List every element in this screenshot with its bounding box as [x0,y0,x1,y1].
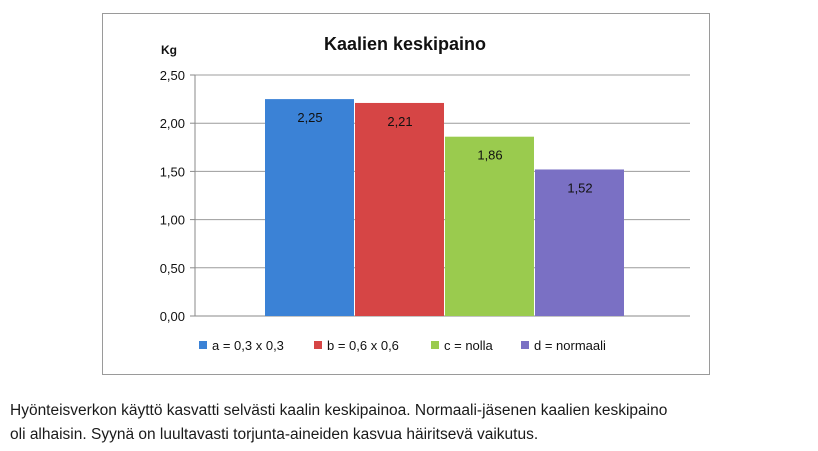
chart-frame: Kaalien keskipaino Kg 0,00 0,50 1,00 1,50 2,… [102,13,710,375]
bar-value-label: 1,86 [477,148,502,163]
caption: Hyönteisverkon käyttö kasvatti selvästi … [10,399,810,447]
y-tick-label: 1,00 [160,213,185,228]
y-tick-label: 2,50 [160,68,185,83]
bar-value-label: 2,21 [387,114,412,129]
caption-line-2: oli alhaisin. Syynä on luultavasti torju… [10,426,539,443]
y-tick-label: 2,00 [160,116,185,131]
bar-chart: Kaalien keskipaino Kg 0,00 0,50 1,00 1,50 2,… [160,34,690,353]
chart-title: Kaalien keskipaino [324,34,486,54]
legend-label: a = 0,3 x 0,3 [212,338,284,353]
legend-swatch [314,341,322,349]
legend-swatch [199,341,207,349]
legend-label: b = 0,6 x 0,6 [327,338,399,353]
bar-value-label: 1,52 [567,180,592,195]
legend-swatch [431,341,439,349]
bar [535,169,624,316]
legend-label: d = normaali [534,338,606,353]
y-tick-label: 0,00 [160,309,185,324]
bar [445,136,534,316]
y-tick-label: 1,50 [160,164,185,179]
legend-label: c = nolla [444,338,494,353]
legend-swatch [521,341,529,349]
y-axis-unit: Kg [161,43,177,57]
y-tick-label: 0,50 [160,261,185,276]
bar [355,102,444,317]
caption-line-1: Hyönteisverkon käyttö kasvatti selvästi … [10,402,668,419]
bar [265,99,354,316]
bar-value-label: 2,25 [297,110,322,125]
